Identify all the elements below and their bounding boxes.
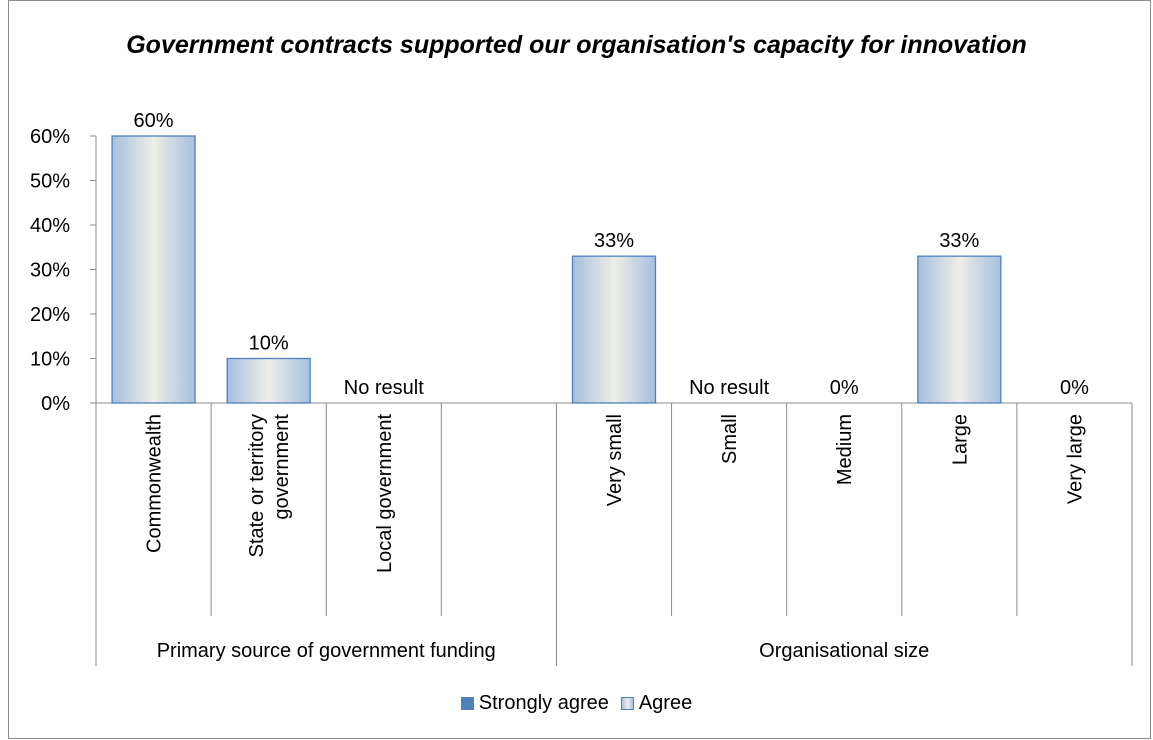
data-label: 0%: [830, 377, 859, 399]
data-label: 33%: [939, 230, 979, 252]
x-tick-label: government: [271, 414, 293, 520]
y-tick-label: 60%: [30, 126, 70, 148]
x-tick-label: Very large: [1064, 414, 1086, 504]
legend-item: Agree: [621, 692, 692, 715]
legend-label: Agree: [639, 692, 692, 715]
legend-swatch: [621, 697, 634, 710]
data-label: 33%: [594, 230, 634, 252]
x-tick-label: Large: [949, 414, 971, 465]
legend-label: Strongly agree: [479, 692, 609, 715]
y-tick-label: 10%: [30, 349, 70, 371]
x-tick-label: Very small: [604, 414, 626, 506]
bar-agree: [918, 256, 1001, 403]
data-label: 60%: [134, 110, 174, 132]
y-tick-label: 0%: [41, 393, 70, 415]
legend-item: Strongly agree: [461, 692, 609, 715]
bar-agree: [227, 359, 310, 404]
y-tick-label: 40%: [30, 215, 70, 237]
data-label: No result: [344, 377, 424, 399]
bar-agree: [573, 256, 656, 403]
x-tick-label: Small: [719, 414, 741, 464]
x-tick-label: State or territory: [246, 414, 268, 557]
data-label: 10%: [249, 333, 289, 355]
x-group-label: Primary source of government funding: [157, 640, 496, 662]
y-tick-label: 30%: [30, 260, 70, 282]
x-tick-label: Commonwealth: [144, 414, 166, 553]
data-label: No result: [689, 377, 769, 399]
y-tick-label: 20%: [30, 304, 70, 326]
x-group-label: Organisational size: [759, 640, 929, 662]
bar-agree: [112, 136, 195, 403]
x-tick-label: Medium: [834, 414, 856, 485]
legend-swatch: [461, 697, 474, 710]
chart-legend: Strongly agree Agree: [0, 692, 1153, 715]
y-tick-label: 50%: [30, 171, 70, 193]
data-label: 0%: [1060, 377, 1089, 399]
x-tick-label: Local government: [374, 414, 396, 573]
